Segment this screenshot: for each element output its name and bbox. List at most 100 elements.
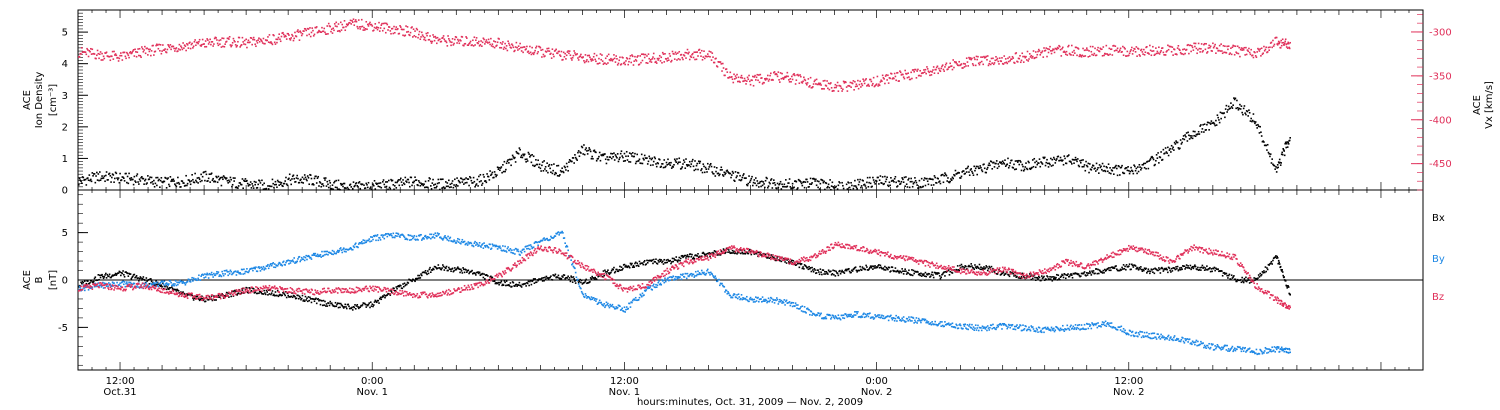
data-point <box>955 61 958 63</box>
data-point <box>467 178 470 180</box>
data-point <box>872 176 874 179</box>
data-point <box>992 63 995 66</box>
data-point <box>755 252 758 255</box>
data-point <box>691 160 693 163</box>
data-point <box>610 271 612 274</box>
data-point <box>1010 159 1013 162</box>
data-point <box>95 57 97 60</box>
data-point <box>908 269 910 272</box>
data-point <box>94 181 97 184</box>
data-point <box>147 278 150 281</box>
data-point <box>434 35 437 38</box>
data-point <box>1048 162 1051 165</box>
data-point <box>335 305 338 308</box>
data-point <box>694 168 697 171</box>
data-point <box>520 285 522 287</box>
data-point <box>363 302 366 305</box>
data-point <box>309 298 312 300</box>
data-point <box>377 299 380 302</box>
data-point <box>1214 124 1216 127</box>
data-point <box>430 185 432 187</box>
data-point <box>541 161 544 163</box>
data-point <box>370 188 373 190</box>
data-point <box>287 32 290 35</box>
data-point <box>1282 147 1284 150</box>
data-point <box>1110 172 1112 175</box>
data-point <box>340 29 343 31</box>
data-point <box>1127 166 1129 168</box>
data-point <box>293 37 296 40</box>
data-point <box>691 257 694 260</box>
data-point <box>1206 51 1209 53</box>
data-point <box>330 187 333 190</box>
data-point <box>1216 47 1219 50</box>
data-point <box>893 177 896 180</box>
data-point <box>714 175 717 177</box>
data-point <box>1014 160 1017 162</box>
data-point <box>708 166 711 168</box>
data-point <box>497 281 500 284</box>
data-point <box>224 43 226 45</box>
data-point <box>1284 38 1287 41</box>
data-point <box>1087 55 1090 58</box>
data-point <box>532 279 534 282</box>
data-point <box>806 178 808 181</box>
data-point <box>865 78 867 80</box>
data-point <box>1001 163 1003 165</box>
data-point <box>1167 48 1170 51</box>
data-point <box>1082 47 1084 50</box>
data-point <box>658 261 660 263</box>
data-point <box>812 86 814 88</box>
data-point <box>661 163 664 165</box>
data-point <box>1265 144 1267 147</box>
data-point <box>356 25 359 28</box>
data-point <box>174 183 176 185</box>
data-point <box>239 182 241 184</box>
data-point <box>258 37 260 40</box>
data-point <box>305 178 308 181</box>
data-point <box>681 166 684 168</box>
data-point <box>115 172 118 175</box>
data-point <box>595 278 598 281</box>
data-point <box>1193 42 1195 45</box>
data-point <box>378 30 381 32</box>
data-point <box>829 82 831 85</box>
data-point <box>812 269 814 271</box>
data-point <box>114 177 116 180</box>
data-point <box>924 271 927 274</box>
data-point <box>805 82 807 85</box>
data-point <box>191 294 193 297</box>
data-point <box>512 46 515 49</box>
data-point <box>887 185 890 188</box>
data-point <box>1235 51 1237 54</box>
data-point <box>745 177 747 179</box>
data-point <box>794 74 796 77</box>
data-point <box>362 29 365 31</box>
data-point <box>1149 158 1152 160</box>
data-point <box>1023 55 1026 58</box>
data-point <box>573 162 575 164</box>
data-point <box>1180 143 1183 145</box>
data-point <box>186 42 188 45</box>
data-point <box>442 36 444 39</box>
data-point <box>436 185 438 188</box>
data-point <box>1151 50 1153 52</box>
data-point <box>1111 54 1114 56</box>
data-point <box>216 176 218 179</box>
data-point <box>1174 143 1177 145</box>
data-point <box>178 183 181 185</box>
data-point <box>701 58 704 61</box>
data-point <box>674 259 677 261</box>
data-point <box>1042 156 1045 159</box>
data-point <box>930 74 933 76</box>
data-point <box>702 56 705 58</box>
data-point <box>1276 167 1278 169</box>
data-point <box>240 183 243 186</box>
data-point <box>511 154 514 157</box>
data-point <box>688 51 690 54</box>
data-point <box>874 265 876 267</box>
data-point <box>529 156 531 158</box>
data-point <box>417 184 419 187</box>
data-point <box>346 24 349 27</box>
data-point <box>457 185 459 187</box>
